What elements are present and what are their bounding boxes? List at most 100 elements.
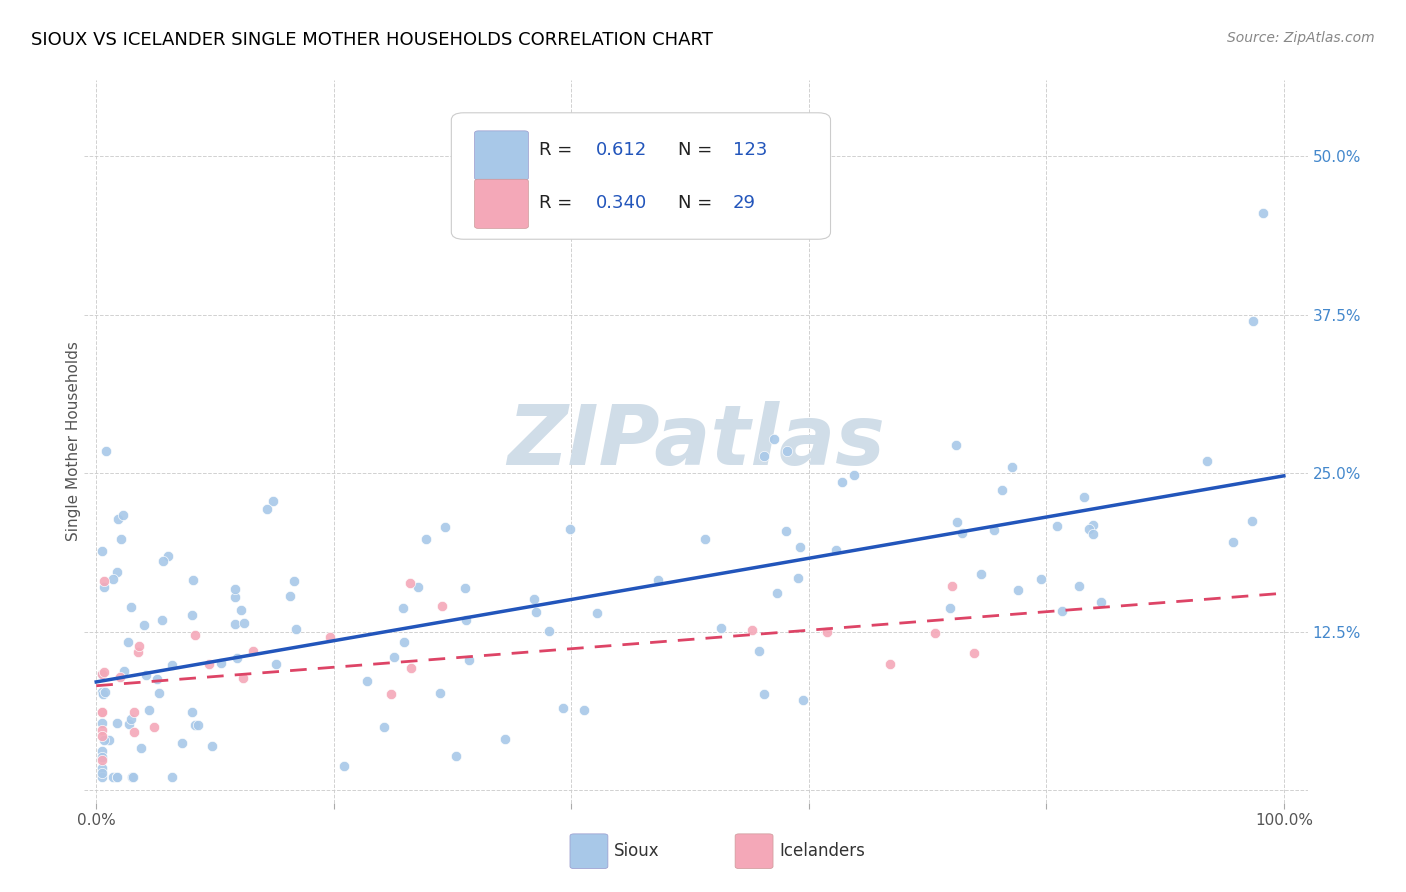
Point [1197,454,1219,468]
Point [454,581,477,595]
Point [558,523,581,537]
Point [1251,206,1274,220]
Point [105,565,128,579]
Point [94,685,117,699]
Point [94,444,117,458]
Point [1240,514,1263,528]
Point [181,573,204,587]
Point [229,603,252,617]
Point [1222,535,1244,549]
Point [1241,314,1264,328]
Point [91,685,114,699]
Point [160,771,183,785]
Point [433,520,456,534]
Point [118,717,141,731]
Point [242,644,264,658]
Point [200,739,222,753]
Point [945,438,967,452]
Point [748,644,770,658]
Point [815,624,838,639]
Point [285,622,308,636]
Point [91,730,114,744]
Point [333,758,356,772]
Point [1007,583,1029,598]
Point [831,475,853,489]
Point [184,628,207,642]
Text: 0.340: 0.340 [596,194,647,212]
Point [408,580,430,594]
Point [537,624,560,638]
Point [970,566,993,581]
Point [135,668,157,682]
Point [356,673,378,688]
Point [122,724,145,739]
Point [950,525,973,540]
Text: Source: ZipAtlas.com: Source: ZipAtlas.com [1227,31,1375,45]
Point [198,657,221,671]
Point [103,771,125,785]
FancyBboxPatch shape [569,834,607,869]
Point [180,608,202,623]
Point [120,712,142,726]
Point [752,687,775,701]
Point [494,732,516,747]
Point [574,703,596,717]
Point [91,723,114,738]
Point [1046,519,1069,533]
Point [110,533,132,547]
Point [523,591,546,606]
Point [1067,579,1090,593]
Point [786,570,808,584]
Point [91,766,114,780]
Point [121,771,143,785]
Point [105,715,128,730]
Point [107,771,129,785]
Point [91,706,114,720]
Point [991,483,1014,497]
Point [983,523,1005,537]
Point [162,657,184,672]
Point [148,686,170,700]
Point [938,601,960,615]
Point [184,718,207,732]
Point [91,667,114,681]
Point [879,657,901,672]
Point [264,657,287,671]
Point [792,693,814,707]
Point [430,599,453,613]
Point [180,706,202,720]
Point [152,554,174,568]
Point [91,744,114,758]
Point [842,468,865,483]
Point [209,656,232,670]
FancyBboxPatch shape [475,179,529,228]
Point [134,617,156,632]
Point [122,771,145,785]
Text: R =: R = [540,194,578,212]
Point [1081,527,1104,541]
Point [1029,572,1052,586]
Text: ZIPatlas: ZIPatlas [508,401,884,482]
Point [710,621,733,635]
Point [93,580,115,594]
Point [111,508,134,523]
Point [127,644,149,658]
Point [454,613,477,627]
Point [766,585,789,599]
Point [775,524,797,539]
Point [91,666,114,681]
Point [138,703,160,717]
Point [157,549,180,564]
Point [1073,490,1095,504]
Point [429,686,451,700]
Point [224,590,246,604]
Point [170,735,193,749]
Point [399,661,422,675]
Point [283,574,305,588]
Text: 29: 29 [733,194,755,212]
Point [224,616,246,631]
Point [392,635,415,649]
Point [103,572,125,586]
Point [91,705,114,719]
Point [91,750,114,764]
